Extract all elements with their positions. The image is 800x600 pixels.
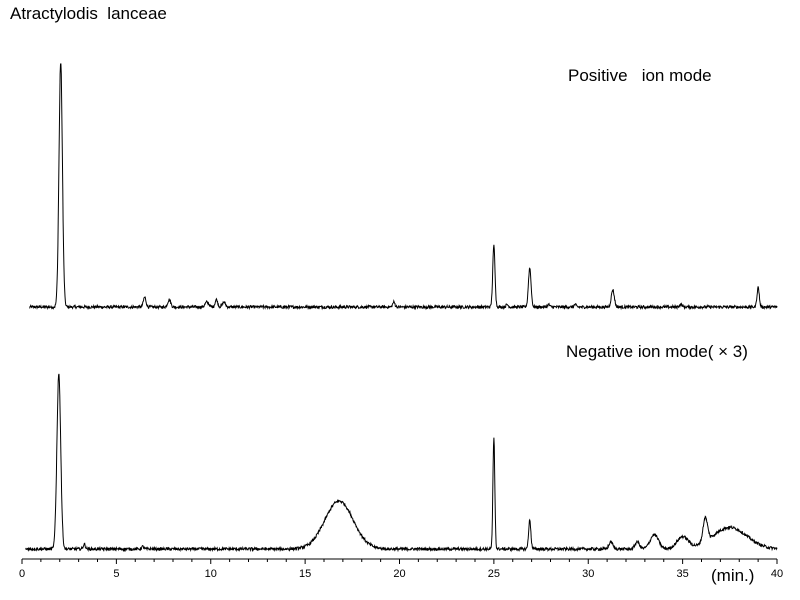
x-tick-label: 25 bbox=[488, 568, 500, 580]
x-tick-label: 10 bbox=[205, 568, 217, 580]
x-axis: 0 5 10 15 20 25 30 35 40 bbox=[19, 558, 783, 580]
negative-ion-trace bbox=[25, 373, 778, 553]
series-label-negative: Negative ion mode( × 3) bbox=[566, 342, 748, 361]
chart-title: Atractylodis lanceae bbox=[10, 4, 167, 23]
x-axis-label: (min.) bbox=[711, 566, 755, 585]
x-tick-label: 0 bbox=[19, 568, 25, 580]
x-tick-label: 20 bbox=[393, 568, 405, 580]
x-tick-label: 30 bbox=[582, 568, 594, 580]
x-tick-label: 35 bbox=[677, 568, 689, 580]
x-tick-label: 15 bbox=[299, 568, 311, 580]
positive-ion-trace bbox=[29, 63, 778, 311]
x-tick-label: 5 bbox=[113, 568, 119, 580]
traces bbox=[25, 63, 778, 553]
series-label-positive: Positive ion mode bbox=[568, 66, 712, 85]
x-tick-label: 40 bbox=[771, 568, 783, 580]
